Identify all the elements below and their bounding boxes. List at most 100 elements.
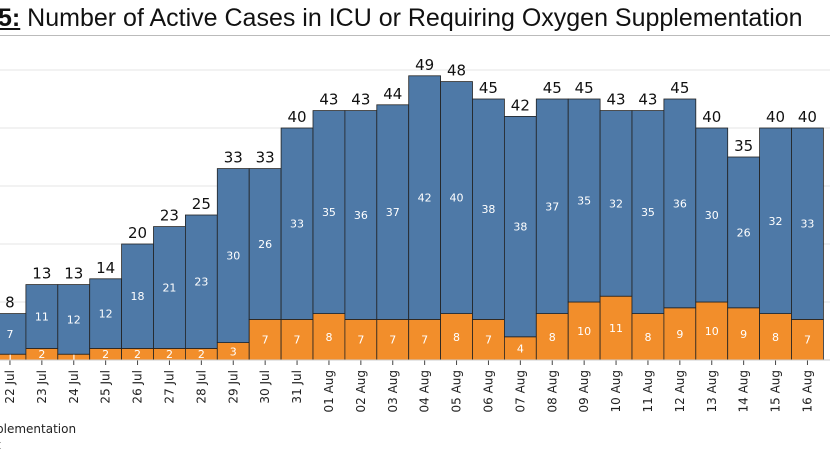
title-divider xyxy=(0,35,830,36)
total-label: 49 xyxy=(415,56,434,74)
total-label: 8 xyxy=(5,294,15,312)
total-label: 43 xyxy=(319,91,338,109)
data-label: 37 xyxy=(386,206,400,219)
data-label: 42 xyxy=(418,192,432,205)
x-tick-label: 02 Aug xyxy=(354,370,368,413)
bar-segment-oxygen xyxy=(0,313,27,355)
data-label: 10 xyxy=(577,325,591,338)
data-label: 33 xyxy=(800,218,814,231)
bar-segment-icu xyxy=(280,318,314,361)
total-label: 48 xyxy=(447,62,466,80)
data-label: 2 xyxy=(134,348,141,361)
data-label: 8 xyxy=(772,331,779,344)
total-label: 42 xyxy=(511,96,530,114)
data-label: 32 xyxy=(609,197,623,210)
total-label: 43 xyxy=(638,91,657,109)
data-label: 9 xyxy=(740,328,747,341)
legend-item-oxygen: plementation xyxy=(0,422,77,436)
x-tick-label: 16 Aug xyxy=(800,370,814,413)
data-label: 2 xyxy=(102,348,109,361)
data-label: 26 xyxy=(737,226,751,239)
data-label: 35 xyxy=(641,206,655,219)
total-label: 44 xyxy=(383,85,402,103)
data-label: 8 xyxy=(325,331,332,344)
title-text: Number of Active Cases in ICU or Requiri… xyxy=(20,4,803,32)
bar-segment-oxygen xyxy=(791,127,824,320)
total-label: 33 xyxy=(224,149,243,167)
bar-segment-oxygen xyxy=(376,104,410,320)
data-label: 26 xyxy=(258,238,272,251)
x-tick-label: 01 Aug xyxy=(322,370,336,413)
total-label: 13 xyxy=(64,265,83,283)
data-label: 18 xyxy=(131,290,145,303)
x-tick-label: 23 Jul xyxy=(35,370,49,404)
data-label: 23 xyxy=(194,276,208,289)
x-tick-label: 27 Jul xyxy=(162,370,176,404)
bar-segment-oxygen xyxy=(248,168,282,320)
x-tick-label: 10 Aug xyxy=(609,370,623,413)
bar-segment-oxygen xyxy=(280,127,314,320)
data-label: 8 xyxy=(644,331,651,344)
total-label: 43 xyxy=(607,91,626,109)
x-tick-label: 12 Aug xyxy=(673,370,687,413)
bar-segment-oxygen xyxy=(535,98,569,315)
data-label: 8 xyxy=(453,331,460,344)
bar-segment-icu xyxy=(312,313,346,361)
x-tick-label: 25 Jul xyxy=(99,370,113,404)
x-tick-label: 14 Aug xyxy=(737,370,751,413)
data-label: 11 xyxy=(609,322,623,335)
total-label: 40 xyxy=(766,108,785,126)
data-label: 37 xyxy=(545,200,559,213)
data-label: 7 xyxy=(421,334,428,347)
data-label: 38 xyxy=(513,221,527,234)
bar-segment-oxygen xyxy=(727,156,761,309)
total-label: 45 xyxy=(543,79,562,97)
x-tick-label: 24 Jul xyxy=(67,370,81,404)
bar-segment-oxygen xyxy=(344,110,378,320)
x-tick-label: 09 Aug xyxy=(577,370,591,413)
total-label: 40 xyxy=(798,108,817,126)
data-label: 2 xyxy=(166,348,173,361)
x-tick-label: 28 Jul xyxy=(194,370,208,404)
total-label: 14 xyxy=(96,259,115,277)
data-label: 30 xyxy=(705,209,719,222)
x-tick-label: 08 Aug xyxy=(545,370,559,413)
figure-number: 5: xyxy=(0,4,21,32)
bar-segment-oxygen xyxy=(153,226,186,349)
data-label: 2 xyxy=(198,348,205,361)
total-label: 20 xyxy=(128,224,147,242)
total-label: 13 xyxy=(32,265,51,283)
bar-segment-oxygen xyxy=(216,168,250,344)
x-tick-label: 03 Aug xyxy=(386,370,400,413)
total-label: 23 xyxy=(160,207,179,225)
data-label: 11 xyxy=(35,311,49,324)
data-label: 2 xyxy=(38,348,45,361)
data-label: 35 xyxy=(322,206,336,219)
total-label: 33 xyxy=(256,149,275,167)
data-label: 4 xyxy=(517,342,524,355)
total-label: 45 xyxy=(670,79,689,97)
data-label: 7 xyxy=(357,334,364,347)
data-label: 3 xyxy=(230,345,237,358)
bar-segment-oxygen xyxy=(57,284,91,355)
data-label: 7 xyxy=(389,334,396,347)
bar-segment-icu xyxy=(599,295,633,361)
x-tick-label: 29 Jul xyxy=(226,370,240,404)
data-label: 33 xyxy=(290,218,304,231)
data-label: 7 xyxy=(485,334,492,347)
x-tick-label: 22 Jul xyxy=(3,370,17,404)
bar-segment-oxygen xyxy=(695,127,729,303)
x-tick-label: 30 Jul xyxy=(258,370,272,404)
bar-segment-icu xyxy=(567,301,601,361)
bar-segment-oxygen xyxy=(312,110,346,314)
data-label: 32 xyxy=(769,215,783,228)
data-label: 35 xyxy=(577,195,591,208)
x-tick-label: 15 Aug xyxy=(769,370,783,413)
total-label: 40 xyxy=(702,108,721,126)
total-label: 25 xyxy=(192,195,211,213)
x-tick-label: 04 Aug xyxy=(418,370,432,413)
x-tick-label: 05 Aug xyxy=(450,370,464,413)
x-tick-label: 13 Aug xyxy=(705,370,719,413)
bar-segment-oxygen xyxy=(567,98,601,303)
data-label: 10 xyxy=(705,325,719,338)
